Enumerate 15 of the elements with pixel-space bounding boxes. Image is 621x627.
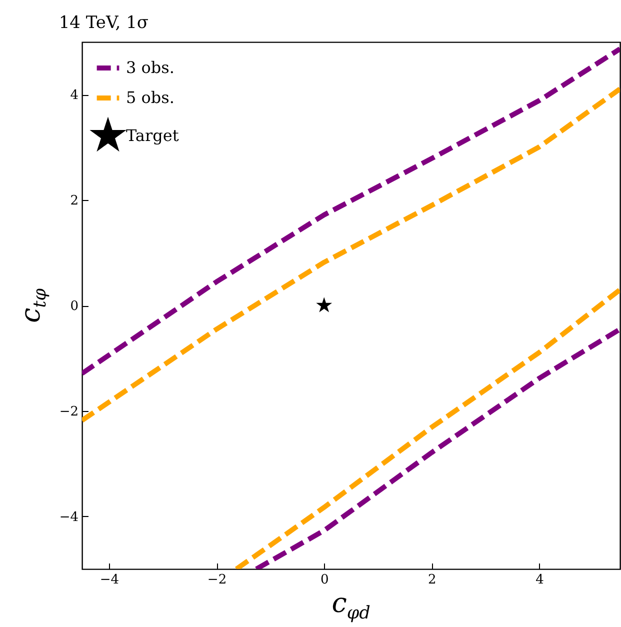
- x-tick-label: −4: [100, 572, 119, 588]
- y-tick-label: 4: [70, 88, 78, 104]
- x-tick-label: 0: [320, 572, 329, 588]
- chart-title: 14 TeV, 1σ: [58, 13, 149, 33]
- y-tick-label: −4: [59, 510, 78, 525]
- y-tick-label: 0: [70, 299, 78, 314]
- x-tick-label: −2: [207, 572, 227, 588]
- legend-label: 5 obs.: [126, 88, 174, 107]
- y-tick-label: 2: [70, 194, 78, 209]
- legend-label: 3 obs.: [126, 58, 174, 77]
- y-tick-label: −2: [59, 404, 78, 420]
- x-axis-title: c$_{φd}$: [330, 588, 372, 624]
- legend-label: Target: [126, 126, 180, 145]
- x-tick-label: 4: [536, 572, 544, 588]
- x-tick-label: 2: [428, 572, 436, 588]
